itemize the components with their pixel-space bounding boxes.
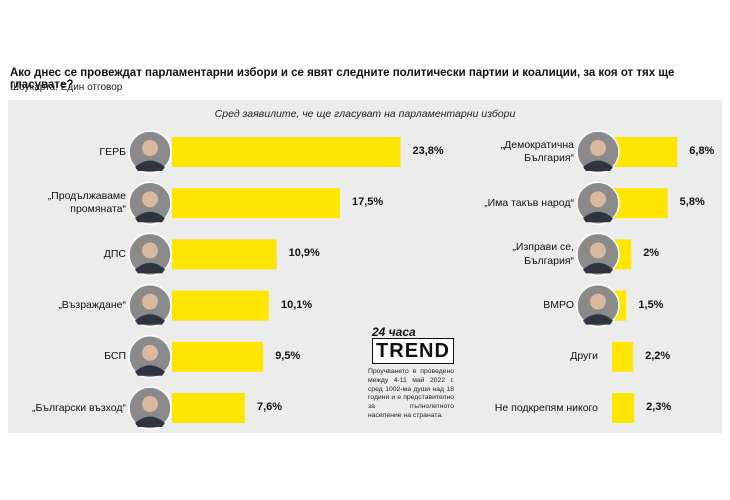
category-label: ГЕРБ [99, 145, 126, 158]
title: Ако днес се провеждат парламентарни избо… [10, 67, 675, 91]
photo-body [583, 211, 613, 223]
value-label: 10,9% [288, 247, 320, 260]
category-label: Други [570, 350, 598, 363]
category-label: БСП [104, 350, 126, 363]
photo-head [142, 191, 158, 208]
photo-head [590, 140, 606, 156]
photo-head [590, 293, 606, 310]
bar [612, 393, 635, 423]
bar [172, 290, 269, 321]
bar [612, 188, 668, 219]
panel-title: Сред заявилите, че ще гласуват на парлам… [214, 108, 516, 120]
photo-body [583, 314, 613, 325]
photo-head [590, 191, 606, 208]
value-label: 17,5% [352, 196, 384, 209]
category-label: ВМРО [543, 299, 574, 312]
photo-head [142, 293, 158, 310]
category-label: „Демократична България“ [500, 139, 574, 165]
value-label: 9,5% [275, 349, 301, 362]
logo-bottom: TREND [372, 338, 454, 364]
category-label: „Има такъв народ“ [484, 196, 574, 209]
category-label: „Български възход“ [32, 401, 126, 414]
value-label: 2,2% [645, 349, 671, 362]
bar [612, 137, 678, 167]
photo-body [583, 262, 613, 274]
photo-body [135, 365, 165, 376]
photo-head [142, 242, 158, 259]
bar [172, 239, 277, 270]
bar [172, 188, 340, 219]
bar [172, 393, 245, 423]
category-label: ДПС [103, 247, 126, 260]
photo-body [135, 262, 165, 274]
photo-head [590, 242, 606, 259]
category-label: „Изправи се, България“ [512, 241, 574, 267]
bar [172, 341, 264, 372]
bar [172, 137, 401, 167]
category-label: „Възраждане“ [58, 299, 126, 312]
subtitle: Шоукарта. Един отговор [10, 82, 123, 93]
value-label: 10,1% [280, 298, 313, 311]
photo-body [135, 416, 165, 427]
photo-body [135, 160, 165, 171]
value-label: 1,5% [638, 298, 664, 311]
value-label: 6,8% [689, 145, 715, 157]
value-label: 2,3% [646, 401, 672, 413]
value-label: 2% [643, 247, 660, 260]
logo-top: 24 часа [372, 325, 416, 339]
category-label: Не подкрепям никого [494, 401, 598, 414]
photo-body [135, 314, 165, 325]
photo-head [142, 396, 158, 412]
value-label: 23,8% [412, 145, 444, 157]
note: Проучването е проведено между 4-11 май 2… [368, 368, 454, 420]
value-label: 5,8% [679, 196, 705, 209]
photo-head [142, 140, 158, 156]
category-label: „Продължаваме промяната“ [47, 190, 126, 216]
photo-body [135, 211, 165, 223]
bar [612, 341, 634, 372]
value-label: 7,6% [256, 401, 283, 413]
photo-body [583, 160, 613, 171]
photo-head [142, 344, 158, 361]
